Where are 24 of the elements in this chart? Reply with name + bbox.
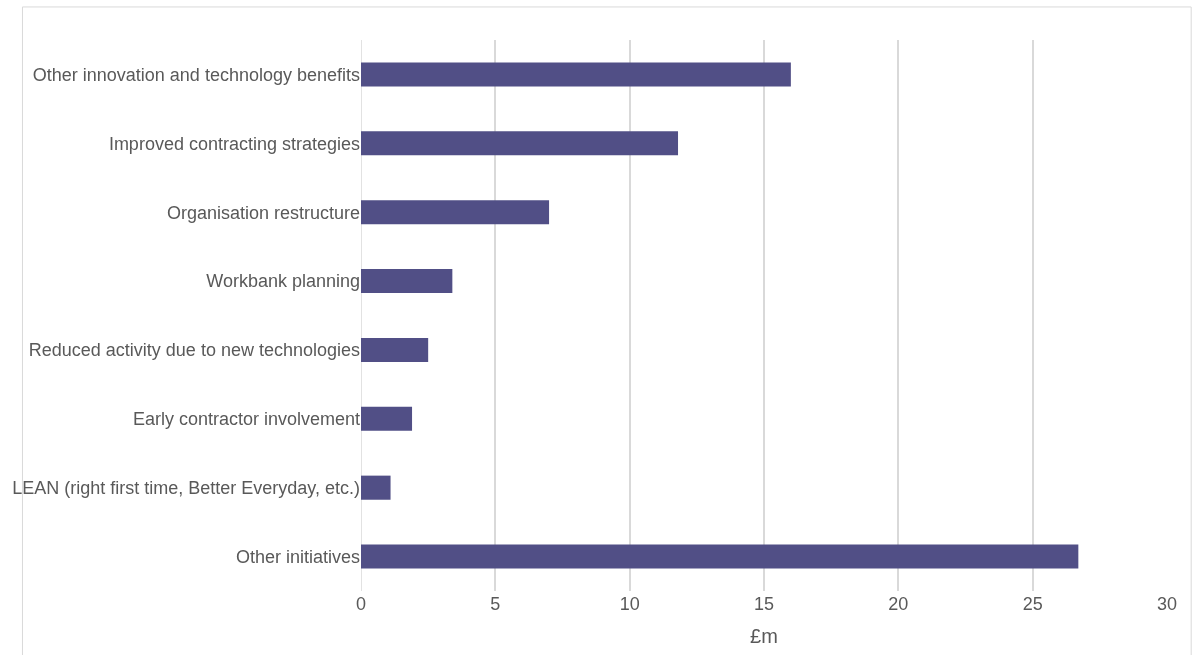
bar xyxy=(361,475,391,500)
x-axis-title: £m xyxy=(750,624,778,647)
bar xyxy=(361,131,679,156)
x-tick-label: 5 xyxy=(490,594,501,614)
y-tick-label: LEAN (right first time, Better Everyday, etc.) xyxy=(12,477,360,498)
bar xyxy=(361,544,1079,569)
bar xyxy=(361,337,429,362)
y-tick-label: Other innovation and technology benefits xyxy=(32,64,360,85)
x-tick-label: 15 xyxy=(753,594,775,614)
y-tick-label: Reduced activity due to new technologies xyxy=(28,340,360,361)
y-tick-label: Organisation restructure xyxy=(166,202,360,223)
x-tick-label: 25 xyxy=(1022,594,1043,614)
y-tick-label: Other initiatives xyxy=(235,546,360,567)
y-tick-label: Improved contracting strategies xyxy=(108,133,360,154)
bar xyxy=(361,62,791,87)
bar xyxy=(361,200,550,225)
bar xyxy=(361,406,413,431)
bar xyxy=(361,269,453,294)
x-tick-label: 10 xyxy=(619,594,640,614)
x-tick-label: 20 xyxy=(888,594,909,614)
x-tick-label: 0 xyxy=(355,594,367,614)
x-tick-label: 30 xyxy=(1156,594,1178,614)
y-tick-label: Workbank planning xyxy=(206,271,360,292)
y-tick-label: Early contractor involvement xyxy=(132,409,360,430)
